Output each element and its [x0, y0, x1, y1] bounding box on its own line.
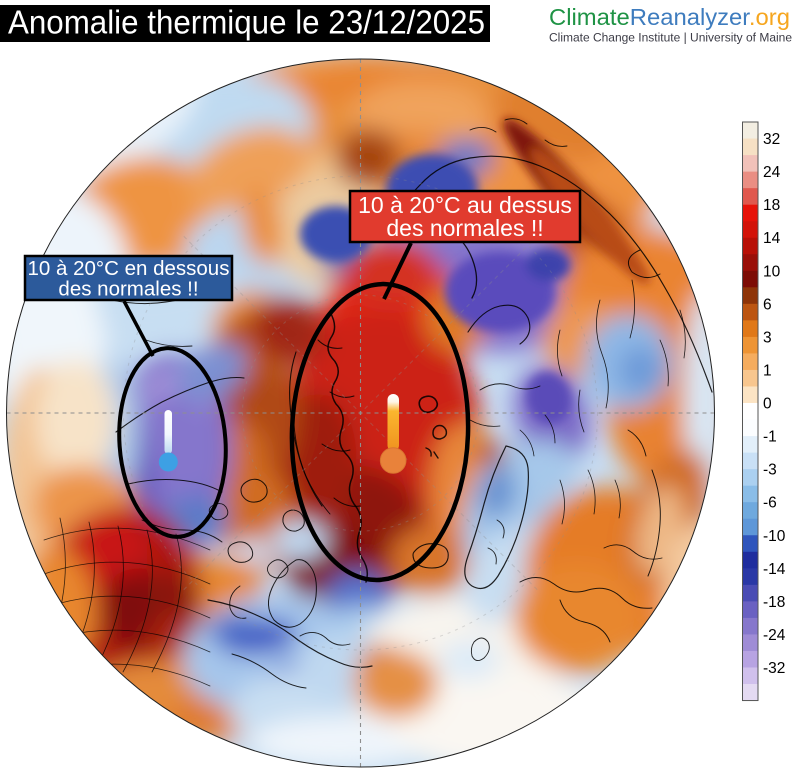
svg-text:-24: -24 [763, 627, 786, 644]
svg-text:-6: -6 [763, 495, 777, 512]
svg-text:-10: -10 [763, 528, 786, 545]
svg-text:Climate Change Institute | Uni: Climate Change Institute | University of… [549, 31, 792, 45]
svg-text:0: 0 [763, 396, 772, 413]
svg-text:10: 10 [763, 263, 781, 280]
svg-text:des normales !!: des normales !! [386, 215, 543, 241]
svg-text:14: 14 [763, 230, 781, 247]
svg-text:24: 24 [763, 164, 781, 181]
svg-text:des normales !!: des normales !! [58, 278, 198, 301]
svg-text:-1: -1 [763, 429, 777, 446]
svg-text:32: 32 [763, 131, 780, 148]
svg-text:ClimateReanalyzer.org: ClimateReanalyzer.org [549, 4, 790, 30]
svg-text:-18: -18 [763, 594, 785, 611]
svg-text:-32: -32 [763, 660, 785, 677]
svg-text:1: 1 [763, 362, 772, 379]
svg-text:3: 3 [763, 329, 772, 346]
svg-text:6: 6 [763, 296, 772, 313]
svg-text:-14: -14 [763, 561, 786, 578]
svg-text:10 à 20°C en dessous: 10 à 20°C en dessous [28, 257, 230, 280]
svg-text:18: 18 [763, 197, 780, 214]
svg-text:Anomalie thermique le 23/12/20: Anomalie thermique le 23/12/2025 [8, 4, 485, 41]
svg-text:10 à 20°C au dessus: 10 à 20°C au dessus [358, 192, 572, 218]
svg-text:-3: -3 [763, 462, 777, 479]
